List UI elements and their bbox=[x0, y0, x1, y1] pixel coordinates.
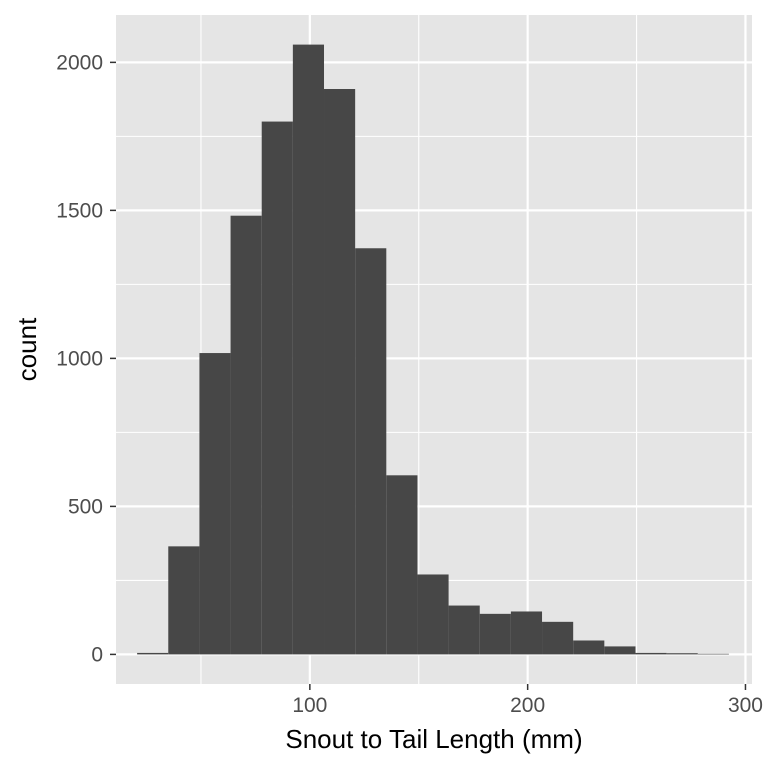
histogram-bar bbox=[230, 215, 262, 655]
x-tick-label: 200 bbox=[510, 694, 545, 717]
histogram-bar bbox=[479, 613, 511, 655]
histogram-bar bbox=[573, 640, 605, 655]
histogram-bar bbox=[417, 574, 449, 655]
y-axis-title: count bbox=[12, 317, 42, 381]
histogram-bar bbox=[510, 611, 543, 655]
histogram-bar bbox=[604, 646, 636, 655]
histogram-bar bbox=[355, 248, 387, 655]
y-tick-label: 2000 bbox=[56, 51, 103, 74]
histogram-bar bbox=[448, 605, 480, 655]
histogram-bar bbox=[292, 44, 325, 655]
histogram-bar bbox=[666, 653, 698, 655]
histogram-bar bbox=[199, 353, 231, 655]
histogram-bar bbox=[168, 546, 200, 655]
y-tick-label: 0 bbox=[91, 643, 103, 666]
histogram-bar bbox=[635, 652, 667, 655]
x-axis-title: Snout to Tail Length (mm) bbox=[285, 724, 582, 754]
histogram-bar bbox=[261, 121, 293, 655]
y-tick-label: 1500 bbox=[56, 199, 103, 222]
histogram-bar bbox=[137, 652, 169, 655]
x-tick-label: 100 bbox=[292, 694, 327, 717]
x-axis-ticks: 100 200 300 bbox=[292, 684, 763, 717]
y-tick-label: 500 bbox=[68, 495, 103, 518]
histogram-bar bbox=[386, 475, 418, 655]
histogram-bar bbox=[324, 89, 356, 655]
x-tick-label: 300 bbox=[728, 694, 763, 717]
histogram-bar bbox=[542, 621, 574, 655]
histogram-bar bbox=[697, 653, 729, 655]
y-tick-label: 1000 bbox=[56, 347, 103, 370]
y-axis-ticks: 0 500 1000 1500 2000 bbox=[56, 51, 116, 666]
histogram-bars bbox=[137, 44, 729, 655]
